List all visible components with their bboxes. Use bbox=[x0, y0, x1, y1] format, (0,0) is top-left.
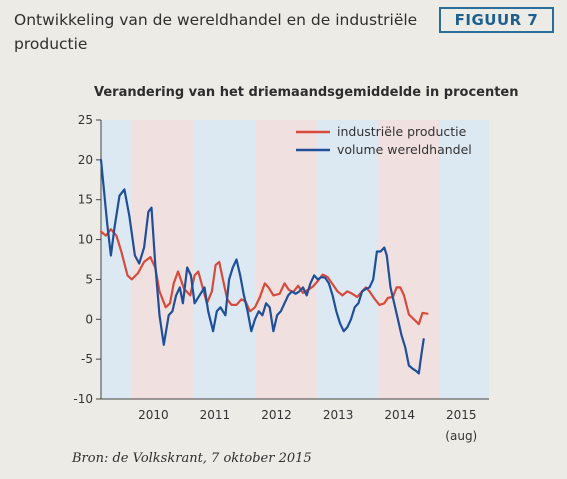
x-tick-label: 2010 bbox=[138, 408, 169, 422]
chart-subtitle: Verandering van het driemaandsgemiddelde… bbox=[94, 85, 519, 100]
year-band bbox=[193, 120, 255, 399]
year-band bbox=[378, 120, 440, 399]
figure-badge: FIGUUR 7 bbox=[439, 7, 554, 33]
year-bands bbox=[101, 120, 489, 399]
legend-label: volume wereldhandel bbox=[337, 142, 472, 157]
y-tick-label: 15 bbox=[78, 193, 93, 207]
world-trade-line bbox=[99, 158, 425, 375]
y-tick-label: 10 bbox=[78, 233, 93, 247]
series-lines bbox=[99, 158, 429, 375]
x-tick-label: 2015 bbox=[446, 408, 477, 422]
source-note: Bron: de Volkskrant, 7 oktober 2015 bbox=[72, 451, 312, 466]
year-band bbox=[316, 120, 379, 399]
y-tick-label: 20 bbox=[78, 153, 93, 167]
year-band bbox=[101, 120, 132, 399]
x-tick-note: (aug) bbox=[445, 429, 477, 443]
y-tick-label: 25 bbox=[78, 113, 93, 127]
year-band bbox=[131, 120, 194, 399]
year-band bbox=[439, 120, 489, 399]
y-tick-label: -10 bbox=[73, 392, 93, 406]
y-tick-label: 0 bbox=[85, 312, 93, 326]
x-tick-label: 2014 bbox=[384, 408, 415, 422]
legend: industriële productie volume wereldhandel bbox=[296, 124, 472, 157]
y-tick-label: -5 bbox=[81, 352, 93, 366]
figure-title: Ontwikkeling van de wereldhandel en de i… bbox=[14, 11, 418, 53]
x-tick-label: 2012 bbox=[261, 408, 292, 422]
year-band bbox=[254, 120, 317, 399]
y-tick-label: 5 bbox=[85, 272, 93, 286]
x-tick-label: 2011 bbox=[200, 408, 231, 422]
x-tick-label: 2013 bbox=[323, 408, 354, 422]
legend-label: industriële productie bbox=[337, 124, 467, 139]
industry-production-line bbox=[99, 228, 429, 326]
